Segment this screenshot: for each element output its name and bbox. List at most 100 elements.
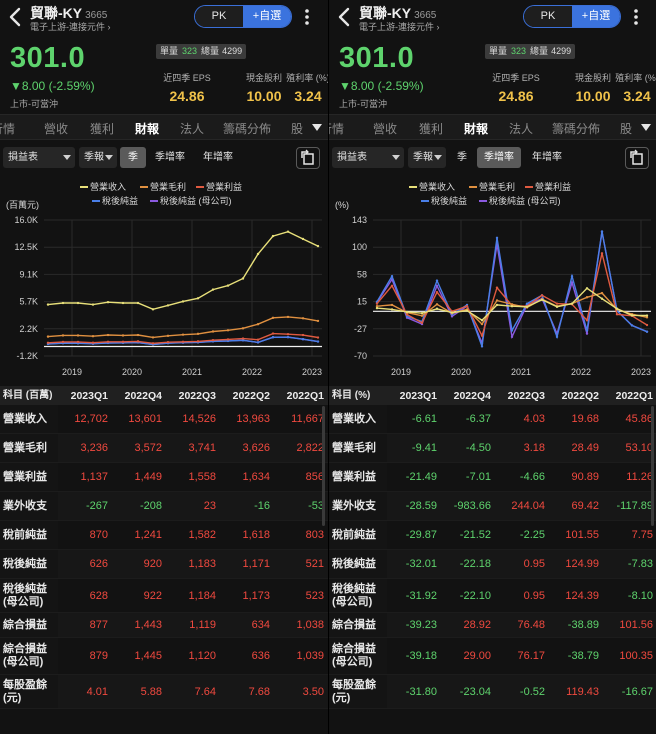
table-cell: -38.79 [567, 650, 599, 662]
tab-item[interactable]: 營收 [44, 122, 69, 136]
tab-item[interactable]: 籌碼分佈 [552, 122, 601, 136]
period-select[interactable]: 季報 [408, 147, 446, 168]
segment-0[interactable]: 季 [457, 152, 467, 163]
table-scrollbar[interactable] [322, 406, 325, 526]
table-cell: 870 [89, 529, 108, 541]
data-point [136, 333, 140, 337]
tab-item[interactable]: 行情 [0, 122, 16, 136]
table-cell: 28.49 [571, 442, 599, 454]
data-point [495, 286, 499, 289]
legend-label: 營業收入 [90, 181, 126, 192]
legend-item: 稅後純益 [92, 195, 138, 206]
data-point [510, 329, 514, 332]
tab-item[interactable]: 獲利 [90, 122, 115, 136]
chart-area: 營業收入 營業毛利 營業利益 稅後純益 稅後純益 (母公司) (百萬元) 16.0K 12.5… [0, 178, 328, 386]
table-row: 每股盈餘 (元) -31.80 -23.04 -0.52 119.43 -16.67 [329, 675, 656, 709]
table-cell: 29.00 [463, 650, 491, 662]
data-point [166, 340, 170, 344]
table-cell: 244.04 [511, 500, 545, 512]
table-cell: 1,241 [134, 529, 162, 541]
segment-2[interactable]: 年增率 [203, 152, 233, 163]
legend-label: 營業毛利 [479, 181, 515, 192]
table-cell: 1,171 [242, 558, 270, 570]
pk-button[interactable]: PK [195, 6, 243, 27]
tabs-more-icon[interactable] [306, 115, 328, 139]
row-label-text: 業外收支 [3, 499, 47, 512]
industry-link[interactable]: 電子上游-連接元件 › [359, 22, 440, 32]
rotate-icon[interactable] [625, 147, 649, 169]
tabs-more-icon[interactable] [635, 115, 656, 139]
tab-item[interactable]: 獲利 [419, 122, 444, 136]
table-cell: -9.41 [411, 442, 437, 454]
data-point [585, 329, 589, 332]
data-point [375, 302, 379, 305]
table-cell: 3,741 [188, 442, 216, 454]
tab-item[interactable]: 財報 [464, 122, 489, 136]
segment-2[interactable]: 年增率 [532, 152, 562, 163]
data-point [121, 340, 125, 343]
table-scrollbar[interactable] [651, 406, 654, 526]
pk-button[interactable]: PK [524, 6, 572, 27]
table-cell: -22.18 [459, 558, 491, 570]
tab-item[interactable]: 法人 [180, 122, 205, 136]
table-cell: -7.83 [627, 558, 653, 570]
table-cell: 45.86 [625, 413, 653, 425]
tab-item[interactable]: 法人 [509, 122, 534, 136]
data-point [480, 322, 484, 326]
table-row: 業外收支 -267 -208 23 -16 -53 [0, 492, 328, 521]
table-cell: 1,173 [242, 589, 270, 602]
tab-item[interactable]: 營收 [373, 122, 398, 136]
tab-item[interactable]: 行情 [329, 122, 345, 136]
table-cell: 69.42 [571, 500, 599, 512]
industry-link[interactable]: 電子上游-連接元件 › [30, 22, 111, 32]
data-point [226, 329, 230, 332]
segment-0[interactable]: 季 [120, 147, 146, 168]
legend-item: 稅後純益 (母公司) [150, 195, 232, 206]
data-point [271, 332, 275, 335]
table-cell: 124.39 [565, 589, 599, 602]
statement-type-select[interactable]: 損益表 [3, 147, 75, 168]
more-vert-icon[interactable] [300, 7, 314, 27]
segment-1[interactable]: 季增率 [155, 152, 185, 163]
total-volume-value: 4299 [551, 46, 572, 56]
rotate-icon[interactable] [296, 147, 320, 169]
stat-value: 3.24 [623, 88, 651, 104]
row-label: 每股盈餘 (元) [0, 675, 58, 708]
add-watchlist-button[interactable]: +自選 [243, 6, 291, 27]
data-point [495, 299, 499, 302]
y-tick-label: 58 [357, 269, 367, 279]
statement-type-select[interactable]: 損益表 [332, 147, 404, 168]
table-cell: -22.10 [459, 589, 491, 602]
row-label: 業外收支 [0, 492, 58, 520]
segment-1[interactable]: 季增率 [477, 147, 521, 168]
table-cell: -31.92 [405, 589, 437, 602]
chevron-left-icon[interactable] [337, 7, 353, 27]
period-select[interactable]: 季報 [79, 147, 117, 168]
data-point [136, 301, 140, 305]
row-label: 綜合損益 [0, 613, 58, 637]
add-watchlist-button[interactable]: +自選 [572, 6, 620, 27]
stat-1: 現金股利 10.00 [558, 71, 628, 104]
tab-item[interactable]: 股 [620, 122, 633, 136]
tab-item[interactable]: 財報 [135, 122, 160, 136]
data-point [316, 244, 320, 248]
data-point [630, 314, 634, 317]
financial-table: 科目 (%) 2023Q1 2022Q4 2022Q3 2022Q2 2022Q1 營業收入… [329, 386, 656, 709]
tab-item[interactable]: 股 [291, 122, 304, 136]
table-cell: -16 [254, 500, 270, 512]
chevron-left-icon[interactable] [8, 7, 24, 27]
more-vert-icon[interactable] [629, 7, 643, 27]
row-label-text: 業外收支 [332, 499, 376, 512]
row-label-text: 營業毛利 [332, 441, 376, 454]
right-panel: 貿聯-KY 3665 電子上游-連接元件 › PK +自選 301.0 ▼8.00 (-2.… [328, 0, 656, 734]
table-cell: 879 [89, 650, 108, 662]
data-point [301, 333, 305, 337]
data-point [211, 330, 215, 333]
volume-value: 323 [511, 46, 527, 56]
market-type: 上市-可當沖 [339, 99, 387, 109]
data-point [286, 315, 290, 319]
stat-value: 10.00 [246, 88, 282, 104]
stat-value: 3.24 [294, 88, 322, 104]
tab-item[interactable]: 籌碼分佈 [223, 122, 272, 136]
column-header: 2022Q3 [507, 389, 545, 402]
